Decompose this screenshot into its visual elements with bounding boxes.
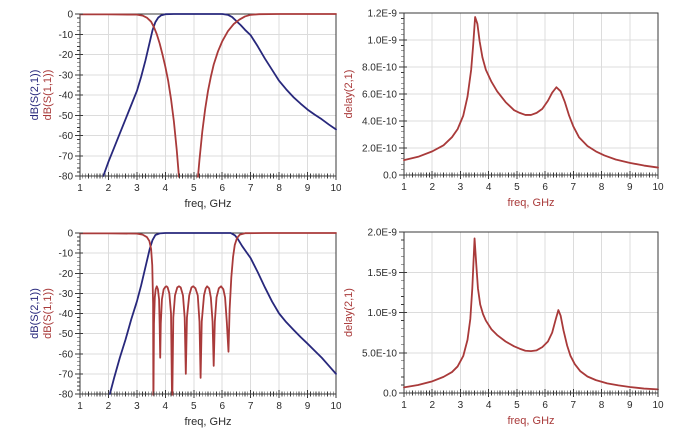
y-tick-label: -70	[59, 369, 74, 380]
gridlines	[404, 13, 658, 175]
x-tick-label: 6	[542, 182, 548, 193]
y-tick-label: -40	[59, 91, 74, 102]
x-tick-label: 9	[305, 183, 311, 194]
chart-sparams-bottom-left: 1 2 3 4 5 6 7 8 9 10 0 -10 -20 -30 -40 -50 -60 -70 -80 freq…	[29, 229, 341, 429]
chart-sparams-top-left: 1 2 3 4 5 6 7 8 9 10 0 -10 -20 -30 -40 -50 -60 -70 -80 freq…	[29, 10, 341, 211]
y-tick-label: 8.0E-10	[362, 63, 397, 74]
series-trace-db-s-2-1-	[102, 13, 337, 177]
x-tick-label: 7	[571, 400, 577, 411]
x-tick-label: 8	[276, 183, 282, 194]
x-tick-label: 10	[652, 400, 664, 411]
y-tick-label: -50	[59, 329, 74, 340]
y-tick-label: -20	[59, 269, 74, 280]
axis-ticks	[75, 13, 337, 180]
x-tick-label: 5	[191, 401, 197, 412]
x-tick-label: 3	[458, 400, 464, 411]
y-tick-label: 0	[67, 10, 73, 21]
y-axis-label: dB(S(2,1))	[29, 70, 41, 121]
y-tick-label: -20	[59, 50, 74, 61]
x-tick-label: 10	[652, 182, 664, 193]
x-axis-label: freq, GHz	[184, 416, 231, 428]
x-tick-label: 4	[486, 182, 492, 193]
y-tick-label: 6.0E-10	[362, 90, 397, 101]
x-tick-label: 5	[514, 182, 520, 193]
x-tick-label: 9	[627, 182, 633, 193]
x-tick-label: 1	[401, 400, 407, 411]
x-tick-label: 6	[219, 401, 225, 412]
x-tick-label: 5	[191, 183, 197, 194]
y-tick-label: 1.0E-9	[368, 36, 398, 47]
y-tick-label: 1.5E-9	[368, 268, 398, 279]
series-trace-delay-2-1-	[403, 16, 659, 169]
x-tick-label: 4	[163, 401, 169, 412]
axis-ticks	[399, 231, 659, 397]
series-trace-delay-2-1-	[403, 237, 659, 391]
x-tick-label: 8	[276, 401, 282, 412]
axis-ticks	[75, 232, 337, 398]
x-tick-label: 1	[401, 182, 407, 193]
x-tick-label: 3	[458, 182, 464, 193]
y-axis-label: delay(2,1)	[343, 288, 355, 337]
y-tick-label: -10	[59, 249, 74, 260]
x-tick-label: 6	[219, 183, 225, 194]
x-tick-label: 2	[429, 182, 435, 193]
x-tick-label: 4	[486, 400, 492, 411]
y-tick-label: 0.0	[383, 171, 397, 182]
y-tick-label: -50	[59, 111, 74, 122]
y-tick-label: 5.0E-10	[362, 348, 397, 359]
chart-group-delay-bottom-right: 1 2 3 4 5 6 7 8 9 10 0.0 5.0E-10 1.0E-9 1.5E-9 2.0E-9 f…	[343, 228, 664, 428]
y-tick-label: 2.0E-9	[368, 228, 398, 239]
x-tick-label: 2	[106, 401, 112, 412]
x-tick-label: 8	[599, 182, 605, 193]
y-tick-label: -80	[59, 390, 74, 401]
y-tick-label: -40	[59, 309, 74, 320]
y-tick-label: 4.0E-10	[362, 117, 397, 128]
gridlines	[80, 233, 336, 394]
y-tick-label: -70	[59, 151, 74, 162]
series-trace-db-s-1-1-	[79, 13, 337, 178]
x-axis-label: freq, GHz	[507, 415, 554, 427]
x-axis-label: freq, GHz	[184, 198, 231, 210]
y-tick-label: -30	[59, 70, 74, 81]
y-axis-label: delay(2,1)	[343, 70, 355, 119]
gridlines	[404, 232, 658, 393]
x-tick-label: 2	[106, 183, 112, 194]
x-tick-label: 5	[514, 400, 520, 411]
y-tick-label: 1.0E-9	[368, 308, 398, 319]
y-axis-label: dB(S(2,1))	[29, 288, 41, 339]
x-tick-label: 8	[599, 400, 605, 411]
y-tick-label: -10	[59, 30, 74, 41]
y-tick-label: -30	[59, 289, 74, 300]
x-tick-label: 9	[627, 400, 633, 411]
series-trace-db-s-1-1-	[79, 232, 337, 396]
x-tick-label: 7	[248, 183, 254, 194]
y-tick-label: -60	[59, 131, 74, 142]
x-tick-label: 1	[77, 183, 83, 194]
x-tick-label: 10	[330, 183, 341, 194]
x-tick-label: 3	[134, 401, 140, 412]
axis-ticks	[399, 12, 659, 179]
x-tick-label: 1	[77, 401, 83, 412]
series-trace-db-s-2-1-	[108, 232, 337, 395]
y-tick-label: 0.0	[383, 389, 397, 400]
x-tick-label: 7	[571, 182, 577, 193]
x-tick-label: 9	[305, 401, 311, 412]
x-tick-label: 2	[429, 400, 435, 411]
x-tick-label: 4	[163, 183, 169, 194]
x-tick-label: 6	[542, 400, 548, 411]
y-tick-label: 1.2E-9	[368, 9, 398, 20]
x-tick-label: 10	[330, 401, 341, 412]
y-tick-label: 0	[67, 229, 73, 240]
x-axis-label: freq, GHz	[507, 197, 554, 209]
y-axis-label: dB(S(1,1))	[42, 288, 54, 339]
gridlines	[80, 14, 336, 176]
x-tick-label: 3	[134, 183, 140, 194]
y-axis-label: dB(S(1,1))	[42, 70, 54, 121]
y-tick-label: 2.0E-10	[362, 144, 397, 155]
y-tick-label: -80	[59, 172, 74, 183]
chart-group-delay-top-right: 1 2 3 4 5 6 7 8 9 10 0.0 2.0E-10 4.0E-10 6.0E-10 8.0E-…	[343, 9, 664, 210]
y-tick-label: -60	[59, 349, 74, 360]
x-tick-label: 7	[248, 401, 254, 412]
